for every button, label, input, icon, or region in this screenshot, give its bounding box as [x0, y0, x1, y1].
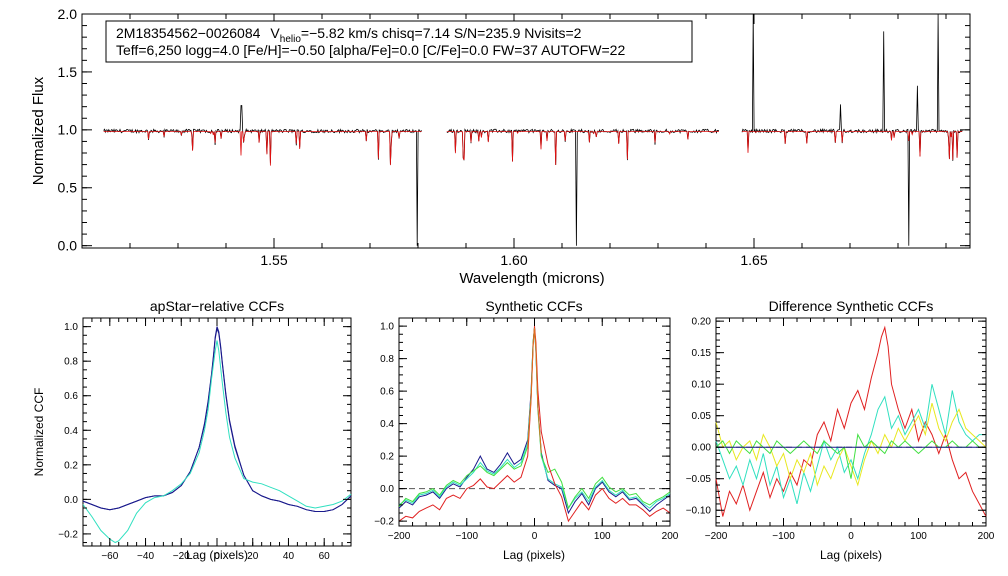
synthetic-ccf-series-combined [398, 327, 671, 515]
apstar-ccf-title: apStar−relative CCFs [150, 298, 284, 314]
info-line-1-rest: =−5.82 km/s chisq=7.14 S/N=235.9 Nvisits… [301, 25, 582, 41]
spectrum-ytick-label: 2.0 [58, 6, 78, 22]
difference-ccf-ytick-label: 0.10 [692, 380, 712, 391]
synthetic-ccf-xtick-label: 200 [662, 531, 679, 542]
synthetic-ccf-xtick-label: −200 [388, 531, 411, 542]
difference-ccf-ytick-label: −0.10 [686, 506, 712, 517]
apstar-ccf-xtick-label: 20 [247, 551, 259, 562]
synthetic-ccf-ytick-label: 0.4 [380, 419, 394, 430]
synthetic-ccf-xlabel: Lag (pixels) [503, 548, 565, 562]
spectrum-frame [81, 13, 971, 249]
synthetic-ccf-ytick-label: 0.8 [380, 354, 394, 365]
synthetic-ccf-ytick-label: 0.2 [380, 452, 394, 463]
apstar-ccf-series [82, 326, 352, 544]
difference-ccf-ytick-label: 0.05 [692, 411, 712, 422]
difference-ccf-frame [715, 317, 987, 527]
difference-ccf-xtick-label: 100 [910, 531, 927, 542]
spectrum-ytick-label: 1.5 [58, 64, 78, 80]
spectrum-ylabel: Normalized Flux [30, 76, 47, 185]
info-star-id: 2M18354562−0026084 [116, 25, 261, 41]
apstar-ccf-frame [82, 317, 352, 547]
difference-ccf-series-red [715, 325, 987, 517]
apstar-ccf-xtick-label: 60 [319, 551, 331, 562]
spectrum-observed-chip-1 [103, 105, 422, 246]
difference-ccf-xlabel: Lag (pixels) [820, 548, 882, 562]
apstar-ccf-xtick-label: −60 [101, 551, 118, 562]
apstar-ccf-ytick-label: 0.8 [64, 357, 78, 368]
apstar-ccf-series-visit-b [82, 340, 352, 544]
spectrum-observed-chip-3 [741, 13, 963, 246]
apstar-ccf-ytick-label: 0.0 [64, 495, 78, 506]
difference-ccf-ytick-label: 0.20 [692, 317, 712, 328]
difference-ccf-series-yellow [715, 402, 987, 487]
difference-ccf-xtick-label: −200 [705, 531, 728, 542]
spectrum-ytick-label: 0.0 [58, 238, 78, 254]
spectrum-xtick-label: 1.55 [260, 252, 287, 268]
apstar-ccf-xtick-label: −20 [173, 551, 190, 562]
difference-ccf-ytick-label: 0.00 [692, 443, 712, 454]
info-box [105, 20, 693, 63]
spectrum-ytick-label: 0.5 [58, 180, 78, 196]
apstar-ccf-ytick-label: 0.2 [64, 460, 78, 471]
apstar-ccf-xtick-label: 40 [283, 551, 295, 562]
synthetic-ccf-panel: −200 −100 0 100 200 −0.2 0.0 0.2 0.4 0.6 0.8 1.0 Sy… [374, 298, 679, 562]
synthetic-ccf-series-orange [527, 327, 542, 453]
synthetic-ccf-axes: −200 −100 0 100 200 −0.2 0.0 0.2 0.4 0.6 0.8 1.0 [374, 317, 679, 542]
apstar-ccf-series-visit-a [82, 326, 352, 512]
difference-ccf-ytick-label: 0.15 [692, 348, 712, 359]
spectrum-series [103, 13, 963, 246]
apstar-ccf-ytick-label: 0.6 [64, 391, 78, 402]
difference-ccf-panel: −200 −100 0 100 200 −0.10 −0.05 0.00 0.05 0.10 0.1… [686, 298, 995, 562]
info-line-2: Teff=6,250 logg=4.0 [Fe/H]=−0.50 [alpha/… [116, 42, 625, 58]
apstar-ccf-panel: −60 −40 −20 0 20 40 60 −0.2 0.0 0.2 0.4 0.6 0.8 1.0 a… [32, 298, 352, 562]
apstar-ccf-ytick-label: 1.0 [64, 322, 78, 333]
spectrum-model-chip-1 [103, 131, 422, 166]
difference-ccf-axes: −200 −100 0 100 200 −0.10 −0.05 0.00 0.05 0.10 0.1… [686, 317, 995, 542]
apstar-ccf-ytick-label: 0.4 [64, 426, 78, 437]
spectrum-ytick-label: 1.0 [58, 122, 78, 138]
difference-ccf-xtick-label: 200 [978, 531, 995, 542]
synthetic-ccf-xtick-label: 100 [594, 531, 611, 542]
synthetic-ccf-series-cyan [398, 327, 671, 510]
difference-ccf-title: Difference Synthetic CCFs [769, 298, 934, 314]
info-v-symbol: V [270, 25, 280, 41]
spectrum-axes: 1.55 1.60 1.65 0.0 0.5 1.0 1.5 2.0 [58, 6, 970, 268]
difference-ccf-ytick-label: −0.05 [686, 474, 712, 485]
apstar-ccf-ylabel: Normalized CCF [32, 388, 46, 477]
spectrum-panel: 1.55 1.60 1.65 0.0 0.5 1.0 1.5 2.0 2M18354562−0… [30, 6, 971, 287]
difference-ccf-series-cyan [715, 384, 986, 505]
spectrum-observed-chip-2 [446, 128, 720, 246]
synthetic-ccf-series-green [398, 327, 671, 510]
synthetic-ccf-ytick-label: −0.2 [374, 517, 394, 528]
apstar-ccf-xlabel: Lag (pixels) [186, 548, 248, 562]
synthetic-ccf-ytick-label: 1.0 [380, 322, 394, 333]
synthetic-ccf-xtick-label: −100 [455, 531, 478, 542]
apstar-ccf-axes: −60 −40 −20 0 20 40 60 −0.2 0.0 0.2 0.4 0.6 0.8 1.0 [58, 317, 352, 562]
synthetic-ccf-series [398, 326, 671, 523]
spectrum-model-chip-3 [742, 131, 963, 160]
spectrum-xtick-label: 1.65 [740, 252, 767, 268]
difference-ccf-xtick-label: 0 [848, 531, 854, 542]
info-v-subscript: helio [280, 34, 302, 45]
spectrum-xlabel: Wavelength (microns) [459, 270, 604, 287]
synthetic-ccf-series-red [398, 326, 671, 523]
apstar-ccf-ytick-label: −0.2 [58, 529, 78, 540]
spectrum-xtick-label: 1.60 [500, 252, 527, 268]
difference-ccf-series [715, 325, 987, 517]
apstar-ccf-xtick-label: −40 [137, 551, 154, 562]
info-line-1: 2M18354562−0026084 Vhelio=−5.82 km/s chis… [116, 25, 582, 45]
synthetic-ccf-ytick-label: 0.6 [380, 387, 394, 398]
apstar-ccf-xtick-label: 0 [214, 551, 220, 562]
apstar-ccf-series-combined [82, 326, 352, 512]
difference-ccf-xtick-label: −100 [772, 531, 795, 542]
synthetic-ccf-ytick-label: 0.0 [380, 484, 394, 495]
synthetic-ccf-xtick-label: 0 [532, 531, 538, 542]
spectrum-model-chip-2 [446, 131, 719, 166]
synthetic-ccf-title: Synthetic CCFs [485, 298, 582, 314]
